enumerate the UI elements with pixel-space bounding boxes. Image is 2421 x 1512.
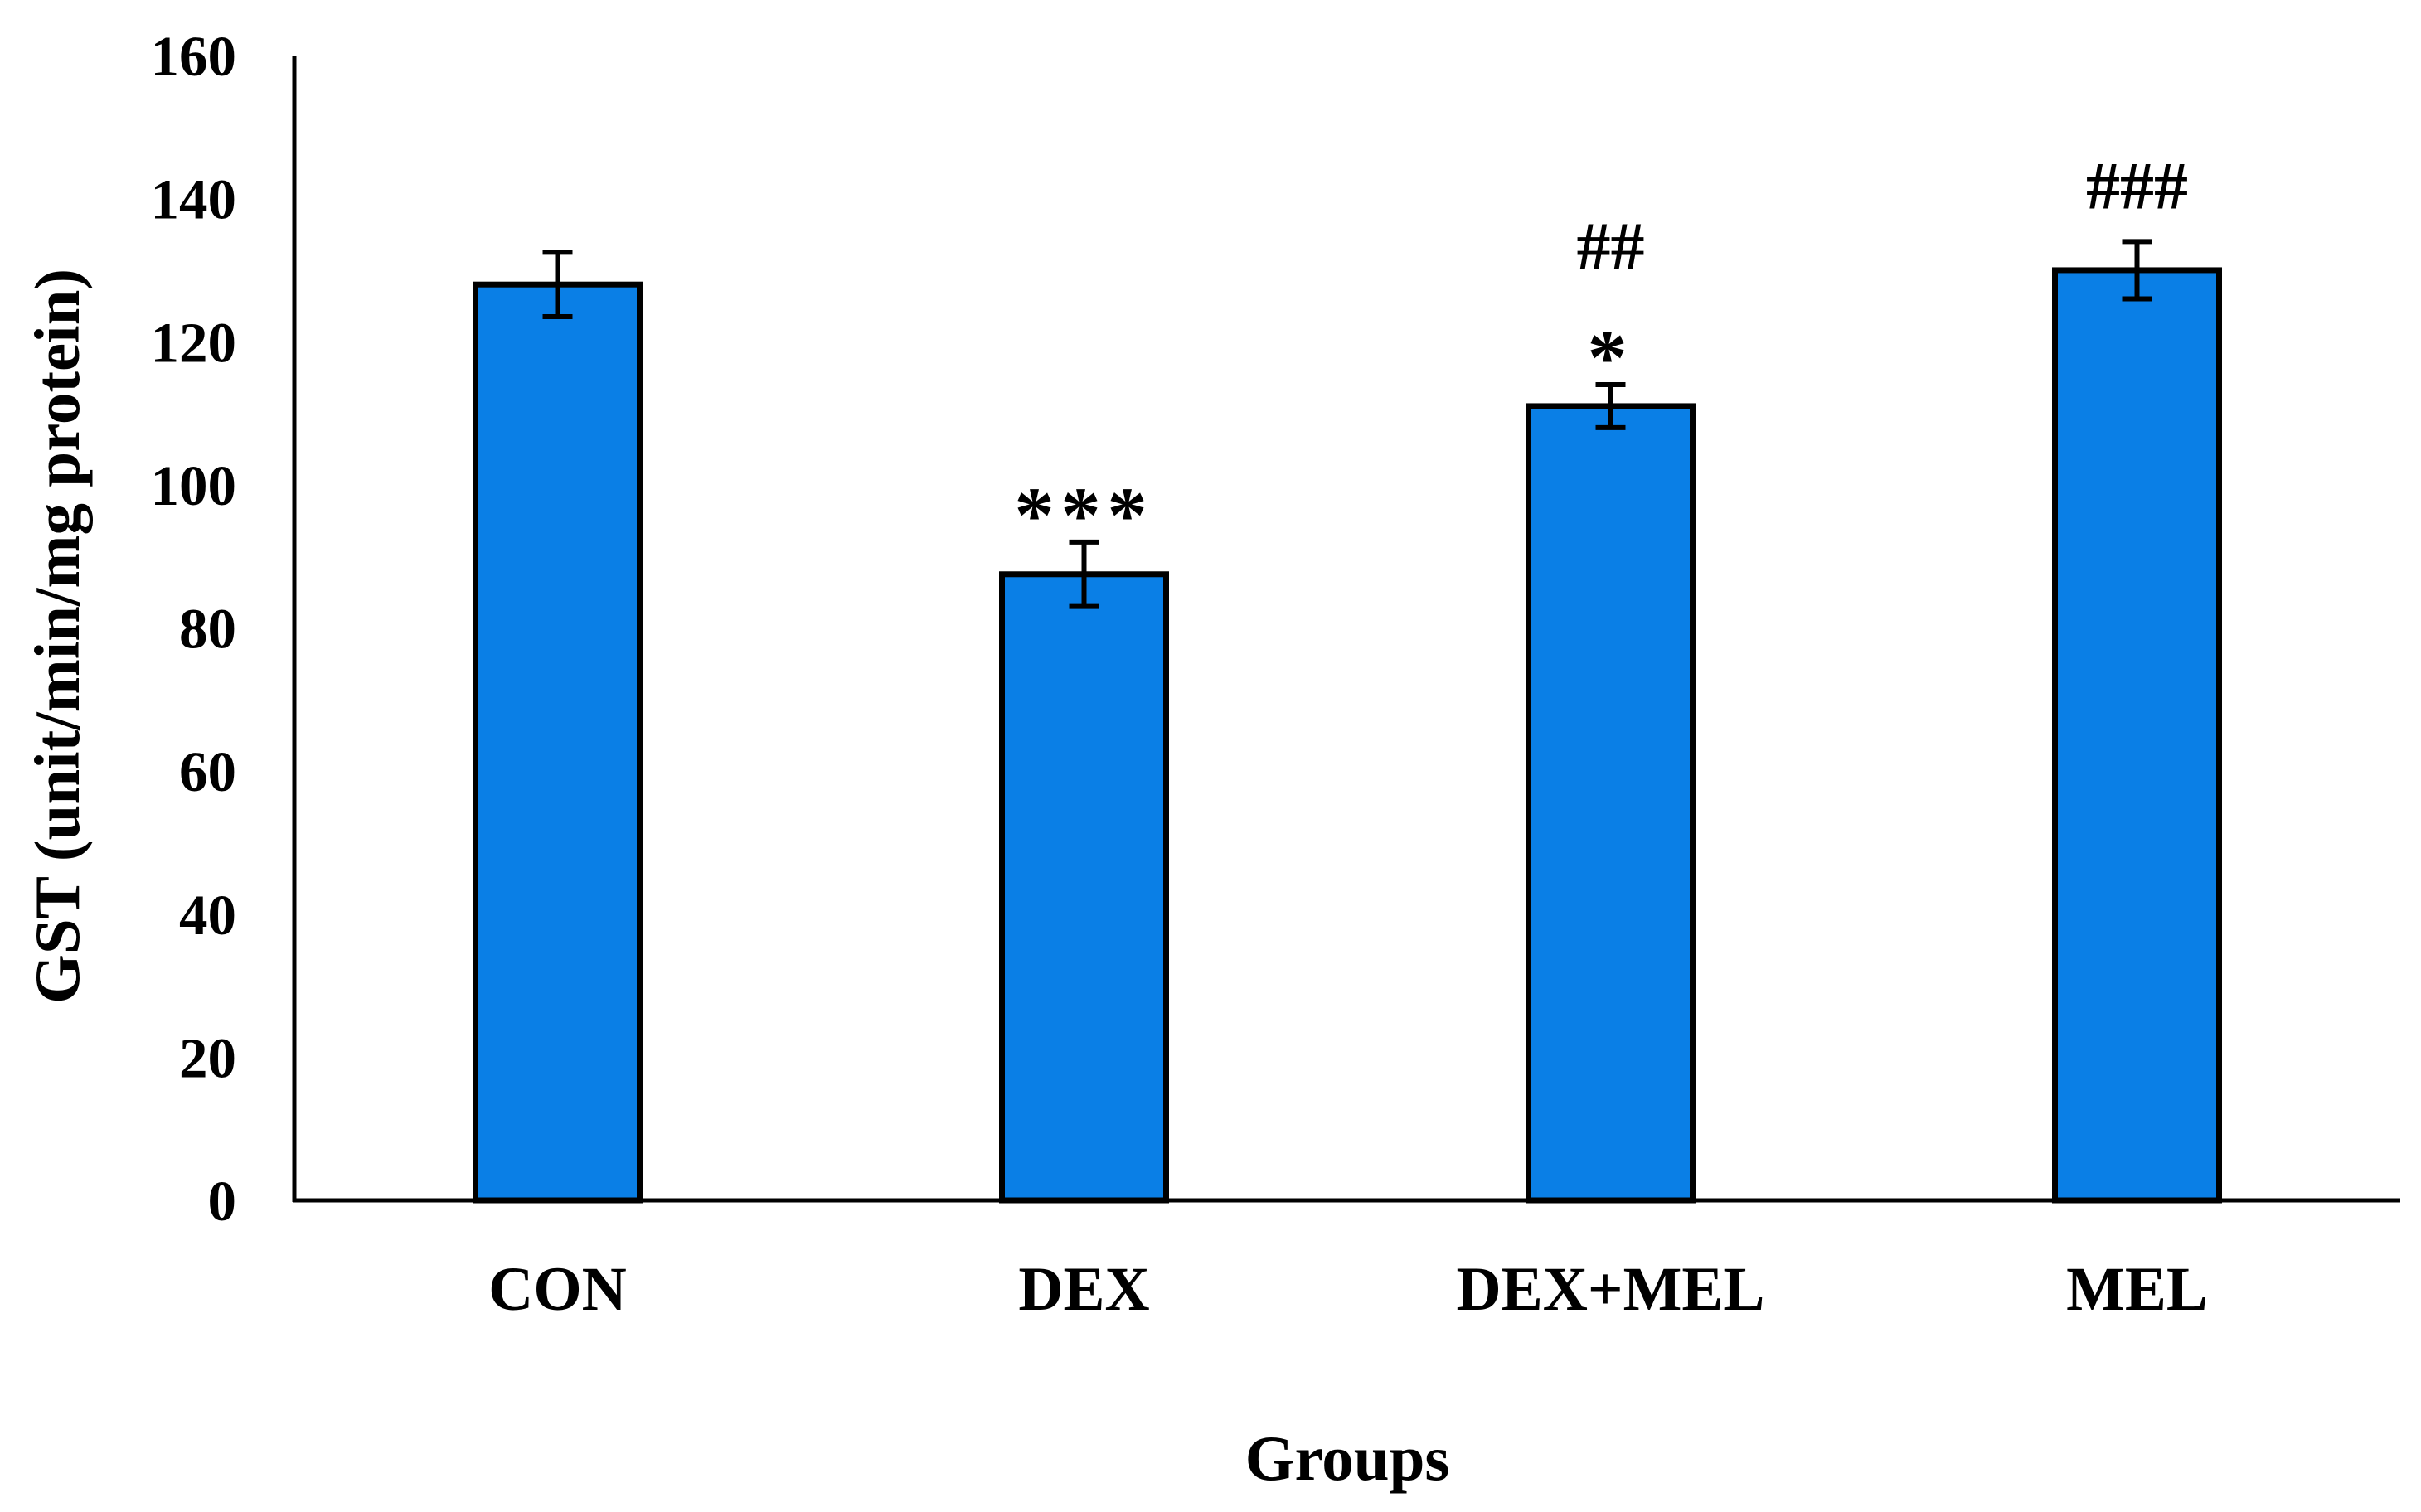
significance-mark: ## [1577,208,1645,284]
significance-mark: ### [2086,148,2188,223]
significance-mark: *** [1015,471,1154,560]
x-category-label: DEX [1018,1255,1149,1324]
y-tick-label: 20 [179,1026,236,1089]
error-bars-layer [542,239,2152,609]
error-bar-dex [1069,539,1099,609]
y-tick-label: 0 [208,1170,237,1233]
y-tick-label: 100 [151,454,237,517]
x-category-labels: CON DEX DEX+MEL MEL [488,1255,2208,1324]
x-category-label: CON [488,1255,627,1324]
bar-mel [2052,267,2222,1204]
y-axis-title: GST (unit/min/mg protein) [22,269,93,1004]
significance-mark: * [1588,313,1634,402]
bar-con [473,281,643,1204]
error-bar-mel [2122,239,2152,302]
y-tick-label: 60 [179,740,236,803]
x-category-label: MEL [2066,1255,2208,1324]
bars-layer [473,267,2222,1204]
y-tick-label: 120 [151,311,237,374]
y-tick-label: 80 [179,598,236,661]
y-tick-label: 160 [151,25,237,88]
bar-dex [999,571,1169,1204]
y-tick-label: 140 [151,168,237,231]
y-tick-labels: 0 20 40 60 80 100 120 140 160 [151,25,237,1233]
annotations-layer: ****##### [1015,148,2189,560]
error-bar-dex-mel [1595,382,1626,430]
x-category-label: DEX+MEL [1457,1255,1765,1324]
y-tick-label: 40 [179,884,236,947]
bar-dex-mel [1526,403,1696,1204]
x-axis-title: Groups [1245,1422,1450,1494]
error-bar-con [542,250,573,320]
